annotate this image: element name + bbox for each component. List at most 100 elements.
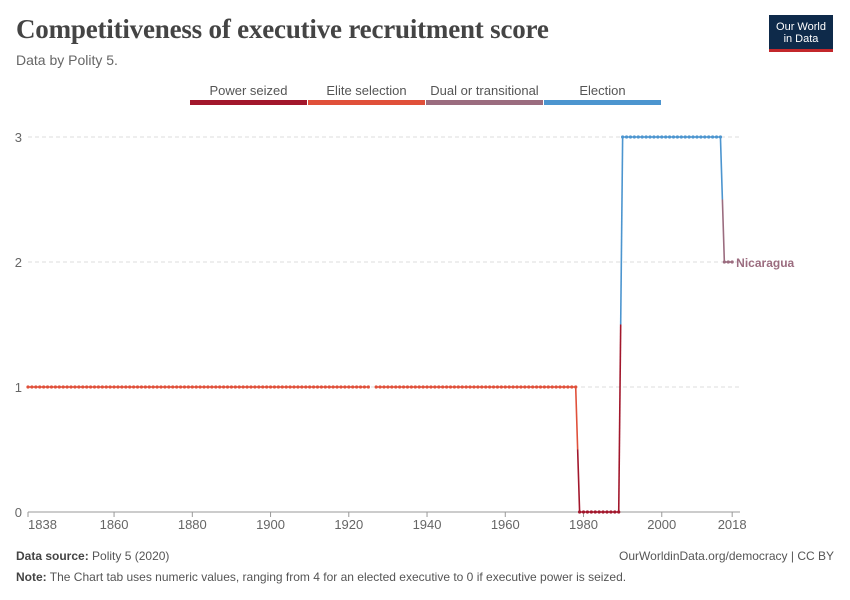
data-point[interactable] — [640, 135, 644, 139]
data-point[interactable] — [100, 385, 104, 389]
data-point[interactable] — [511, 385, 515, 389]
data-point[interactable] — [198, 385, 202, 389]
legend-color-bar[interactable] — [426, 100, 543, 105]
data-point[interactable] — [343, 385, 347, 389]
data-point[interactable] — [546, 385, 550, 389]
data-point[interactable] — [491, 385, 496, 389]
data-point[interactable] — [730, 260, 734, 264]
data-point[interactable] — [448, 385, 453, 389]
data-point[interactable] — [425, 385, 429, 389]
data-point[interactable] — [558, 385, 562, 389]
data-point[interactable] — [65, 385, 69, 389]
data-point[interactable] — [624, 135, 629, 139]
data-point[interactable] — [648, 135, 652, 139]
data-point[interactable] — [499, 385, 503, 389]
data-point[interactable] — [96, 385, 101, 389]
data-point[interactable] — [417, 385, 421, 389]
source-text[interactable]: Polity 5 (2020) — [92, 549, 170, 563]
data-point[interactable] — [347, 385, 351, 389]
data-point[interactable] — [135, 385, 140, 389]
data-point[interactable] — [42, 385, 46, 389]
data-point[interactable] — [206, 385, 210, 389]
data-point[interactable] — [675, 135, 680, 139]
data-point[interactable] — [390, 385, 394, 389]
data-point[interactable] — [554, 385, 558, 389]
footer-url[interactable]: OurWorldinData.org/democracy | CC BY — [619, 549, 834, 563]
data-point[interactable] — [120, 385, 124, 389]
data-point[interactable] — [49, 385, 54, 389]
data-point[interactable] — [617, 510, 621, 514]
data-point[interactable] — [155, 385, 159, 389]
data-point[interactable] — [409, 385, 413, 389]
data-point[interactable] — [374, 385, 378, 389]
data-point[interactable] — [362, 385, 367, 389]
data-point[interactable] — [335, 385, 339, 389]
data-point[interactable] — [45, 385, 50, 389]
data-point[interactable] — [268, 385, 273, 389]
data-point[interactable] — [355, 385, 359, 389]
data-point[interactable] — [621, 135, 625, 139]
data-point[interactable] — [421, 385, 425, 389]
data-point[interactable] — [687, 135, 691, 139]
data-point[interactable] — [581, 510, 586, 514]
data-point[interactable] — [601, 510, 605, 514]
data-point[interactable] — [613, 510, 617, 514]
data-point[interactable] — [163, 385, 167, 389]
data-point[interactable] — [632, 135, 636, 139]
data-point[interactable] — [562, 385, 566, 389]
data-point[interactable] — [484, 385, 488, 389]
data-point[interactable] — [488, 385, 492, 389]
data-point[interactable] — [147, 385, 151, 389]
data-point[interactable] — [429, 385, 433, 389]
data-point[interactable] — [53, 385, 57, 389]
data-point[interactable] — [413, 385, 417, 389]
data-point[interactable] — [159, 385, 163, 389]
data-point[interactable] — [222, 385, 226, 389]
data-point[interactable] — [652, 135, 656, 139]
data-point[interactable] — [495, 385, 500, 389]
data-point[interactable] — [81, 385, 85, 389]
data-point[interactable] — [132, 385, 136, 389]
data-point[interactable] — [112, 385, 116, 389]
legend-label[interactable]: Dual or transitional — [430, 83, 538, 98]
data-point[interactable] — [515, 385, 519, 389]
data-point[interactable] — [171, 385, 175, 389]
data-point[interactable] — [61, 385, 65, 389]
data-point[interactable] — [34, 385, 38, 389]
data-point[interactable] — [339, 385, 343, 389]
data-point[interactable] — [315, 385, 320, 389]
data-point[interactable] — [167, 385, 171, 389]
data-point[interactable] — [194, 385, 198, 389]
data-point[interactable] — [679, 135, 683, 139]
data-point[interactable] — [358, 385, 363, 389]
data-point[interactable] — [210, 385, 214, 389]
data-point[interactable] — [605, 510, 609, 514]
data-point[interactable] — [237, 385, 241, 389]
data-point[interactable] — [276, 385, 280, 389]
data-point[interactable] — [394, 385, 398, 389]
data-point[interactable] — [542, 385, 546, 389]
data-point[interactable] — [433, 385, 437, 389]
data-point[interactable] — [722, 260, 726, 264]
data-point[interactable] — [664, 135, 668, 139]
legend-label[interactable]: Election — [579, 83, 625, 98]
data-point[interactable] — [92, 385, 97, 389]
data-point[interactable] — [538, 385, 543, 389]
data-point[interactable] — [284, 385, 288, 389]
data-point[interactable] — [73, 385, 77, 389]
data-point[interactable] — [503, 385, 507, 389]
data-point[interactable] — [531, 385, 535, 389]
data-point[interactable] — [104, 385, 108, 389]
legend-color-bar[interactable] — [544, 100, 661, 105]
data-point[interactable] — [378, 385, 382, 389]
data-point[interactable] — [456, 385, 460, 389]
data-point[interactable] — [480, 385, 484, 389]
data-point[interactable] — [609, 510, 613, 514]
legend-label[interactable]: Elite selection — [326, 83, 406, 98]
data-point[interactable] — [527, 385, 531, 389]
data-point[interactable] — [265, 385, 269, 389]
data-point[interactable] — [292, 385, 296, 389]
data-point[interactable] — [108, 385, 112, 389]
data-point[interactable] — [472, 385, 476, 389]
data-point[interactable] — [714, 135, 719, 139]
